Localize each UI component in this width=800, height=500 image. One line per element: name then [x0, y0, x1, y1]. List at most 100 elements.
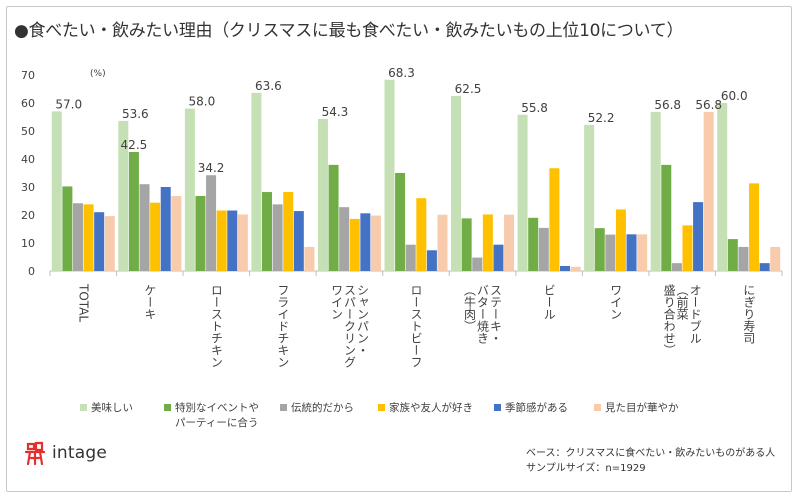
data-label: 56.8: [695, 98, 722, 112]
x-category-label: （牛肉）: [463, 284, 477, 332]
intage-logo-icon: [24, 441, 46, 466]
x-category-label: ローストチキン: [209, 284, 223, 368]
data-label: 54.3: [322, 105, 349, 119]
x-category-label: ワイン: [609, 284, 623, 320]
legend-label: 伝統的だから: [291, 401, 354, 414]
bar-6: [370, 215, 381, 271]
bar-4: [615, 209, 626, 271]
bar-6: [237, 214, 248, 271]
bar-2: [62, 186, 73, 271]
note-base: ベース：クリスマスに食べたい・飲みたいものがある人: [526, 448, 776, 459]
data-label: 62.5: [455, 82, 482, 96]
x-category-label: ケーキ: [143, 284, 157, 320]
bar-2: [395, 173, 406, 271]
y-tick-label: 60: [21, 97, 35, 110]
legend-swatch-5: [494, 404, 501, 411]
bar-3: [339, 207, 350, 271]
bar-1: [650, 111, 661, 272]
bar-3: [472, 257, 483, 271]
x-category-label: TOTAL: [76, 283, 90, 322]
legend-swatch-6: [594, 404, 601, 411]
data-label: 55.8: [521, 101, 548, 115]
bar-1: [251, 92, 262, 271]
bar-6: [637, 234, 648, 271]
bar-3: [272, 204, 283, 271]
bar-3: [605, 234, 616, 271]
bar-1: [184, 108, 195, 271]
bar-6: [504, 214, 515, 271]
note-sample: サンプルサイズ：n=1929: [526, 463, 646, 474]
bar-6: [304, 246, 315, 271]
data-label: 58.0: [189, 95, 216, 109]
bar-1: [451, 96, 462, 271]
bar-6: [437, 214, 448, 271]
legend-swatch-4: [378, 404, 385, 411]
y-tick-label: 10: [21, 237, 35, 250]
bar-5: [559, 265, 570, 271]
x-category-label: 盛り合わせ）: [662, 283, 676, 356]
bar-3: [738, 246, 749, 271]
bar-6: [104, 216, 115, 271]
bar-5: [160, 187, 171, 271]
bar-4: [216, 210, 227, 271]
bar-6: [171, 195, 182, 271]
x-category-label: ローストビーフ: [409, 284, 423, 368]
y-tick-label: 70: [21, 69, 35, 82]
bar-1: [51, 111, 62, 272]
bar-6: [570, 266, 581, 271]
x-category-label: にぎり寿司: [742, 284, 756, 344]
bar-1: [517, 114, 528, 271]
bar-4: [283, 192, 294, 271]
x-category-label: バター焼き: [476, 284, 490, 344]
x-category-label: ステーキ・: [489, 284, 503, 344]
bar-4: [682, 225, 693, 271]
bar-1: [118, 120, 129, 271]
bar-5: [227, 210, 238, 271]
x-category-label: ビール: [542, 284, 556, 320]
legend-label: 季節感がある: [505, 401, 568, 414]
bar-3: [72, 203, 83, 271]
data-label: 42.5: [121, 138, 148, 152]
bar-2: [727, 239, 738, 271]
data-label: 60.0: [721, 89, 748, 103]
data-label: 34.2: [198, 161, 225, 175]
brand-logo: intage: [24, 440, 107, 466]
legend-label: 家族や友人が好き: [389, 401, 473, 414]
bar-5: [426, 250, 437, 271]
bar-1: [717, 103, 728, 271]
legend-swatch-1: [80, 404, 87, 411]
bar-5: [94, 212, 105, 271]
bar-4: [549, 168, 560, 271]
bar-3: [139, 184, 150, 271]
bar-2: [262, 192, 273, 271]
bar-5: [360, 213, 371, 271]
data-label: 52.2: [588, 111, 615, 125]
bar-2: [128, 152, 139, 271]
legend-label: パーティーに合う: [175, 416, 258, 429]
bar-1: [584, 124, 595, 271]
bar-5: [626, 234, 637, 271]
bar-5: [759, 263, 770, 271]
y-tick-label: 50: [21, 125, 35, 138]
y-tick-label: 30: [21, 181, 35, 194]
bar-3: [538, 227, 549, 271]
footnotes: ベース：クリスマスに食べたい・飲みたいものがある人 サンプルサイズ：n=1929: [526, 446, 775, 476]
data-label: 53.6: [122, 107, 149, 121]
chart-frame: [6, 6, 792, 492]
data-label: 68.3: [388, 66, 415, 80]
data-label: 63.6: [255, 79, 282, 93]
bar-4: [749, 183, 760, 271]
bar-4: [83, 204, 94, 271]
legend-label: 美味しい: [91, 401, 133, 414]
x-category-label: フライドチキン: [276, 284, 290, 368]
bar-4: [349, 218, 360, 271]
y-axis-unit: (%): [90, 69, 106, 79]
x-category-label: （前菜: [675, 284, 689, 320]
x-category-label: スパークリング: [342, 284, 356, 368]
brand-name: intage: [52, 443, 108, 463]
legend-label: 特別なイベントや: [175, 402, 259, 414]
bar-6: [703, 111, 714, 272]
bar-3: [671, 263, 682, 271]
bar-3: [206, 175, 217, 271]
